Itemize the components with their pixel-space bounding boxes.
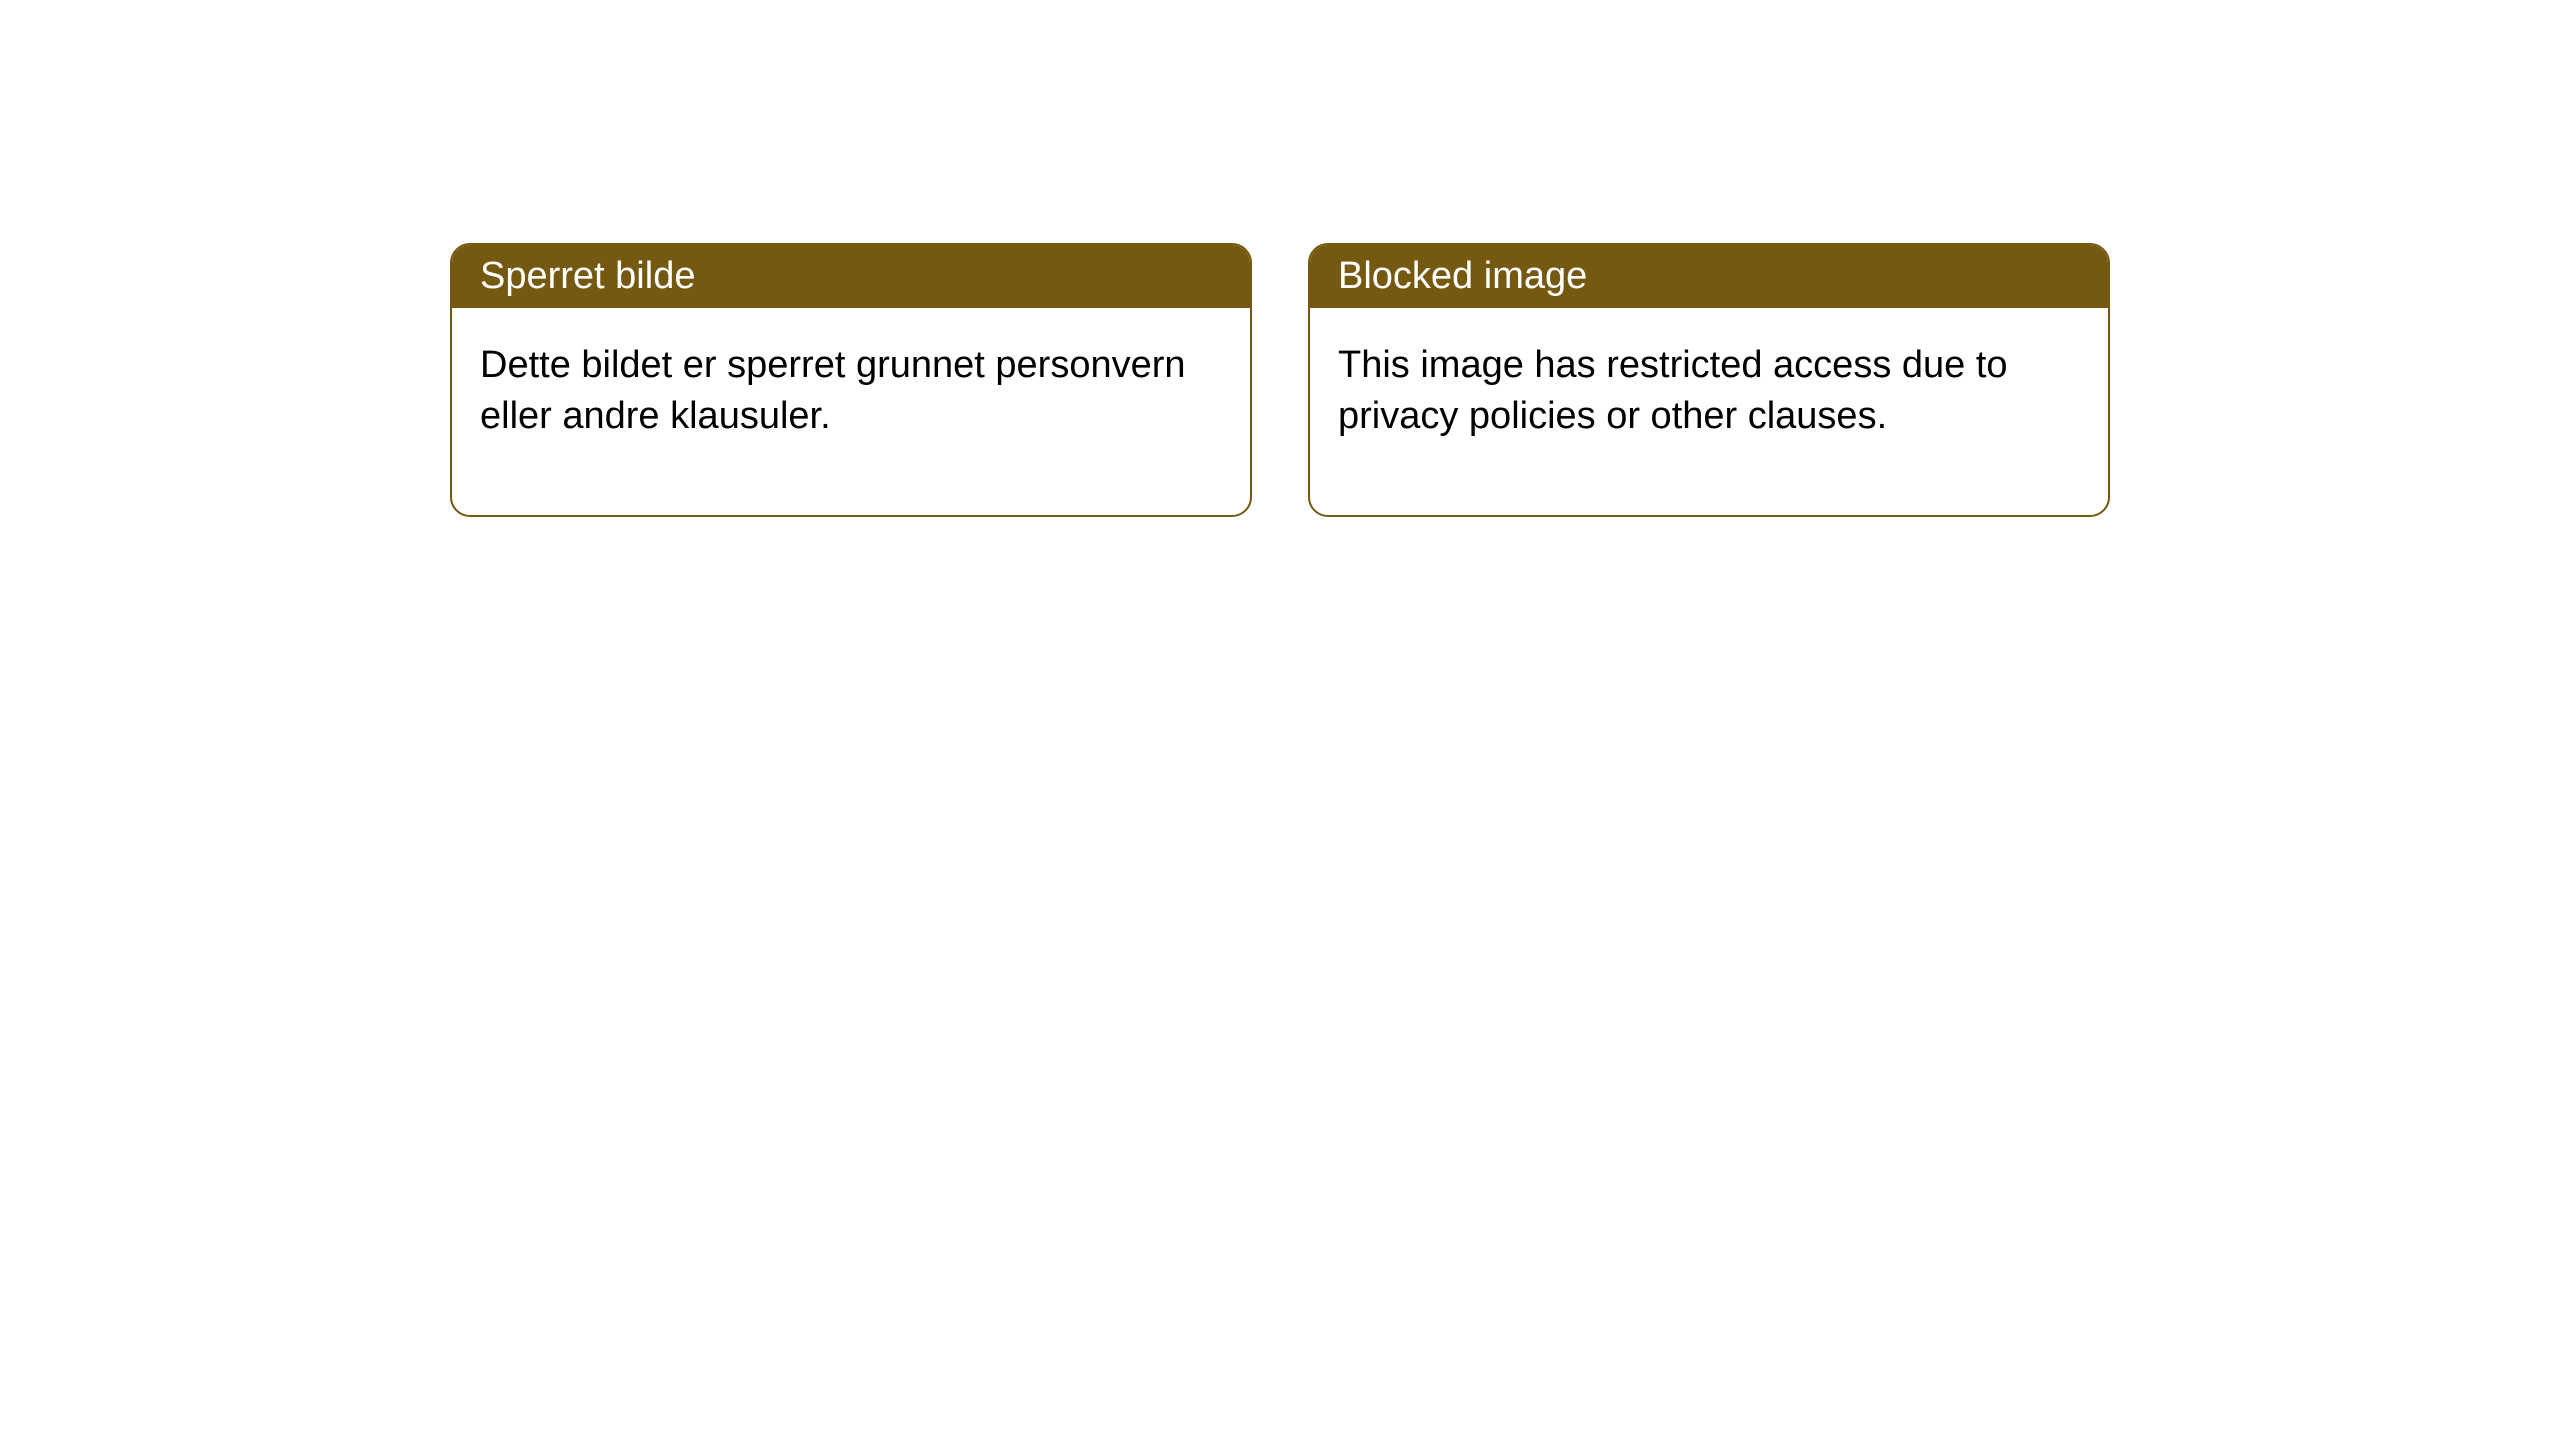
card-title-en: Blocked image: [1310, 245, 2108, 308]
card-body-en: This image has restricted access due to …: [1310, 308, 2108, 515]
card-body-no: Dette bildet er sperret grunnet personve…: [452, 308, 1250, 515]
card-title-no: Sperret bilde: [452, 245, 1250, 308]
blocked-card-en: Blocked image This image has restricted …: [1308, 243, 2110, 517]
blocked-image-cards: Sperret bilde Dette bildet er sperret gr…: [450, 243, 2110, 517]
blocked-card-no: Sperret bilde Dette bildet er sperret gr…: [450, 243, 1252, 517]
